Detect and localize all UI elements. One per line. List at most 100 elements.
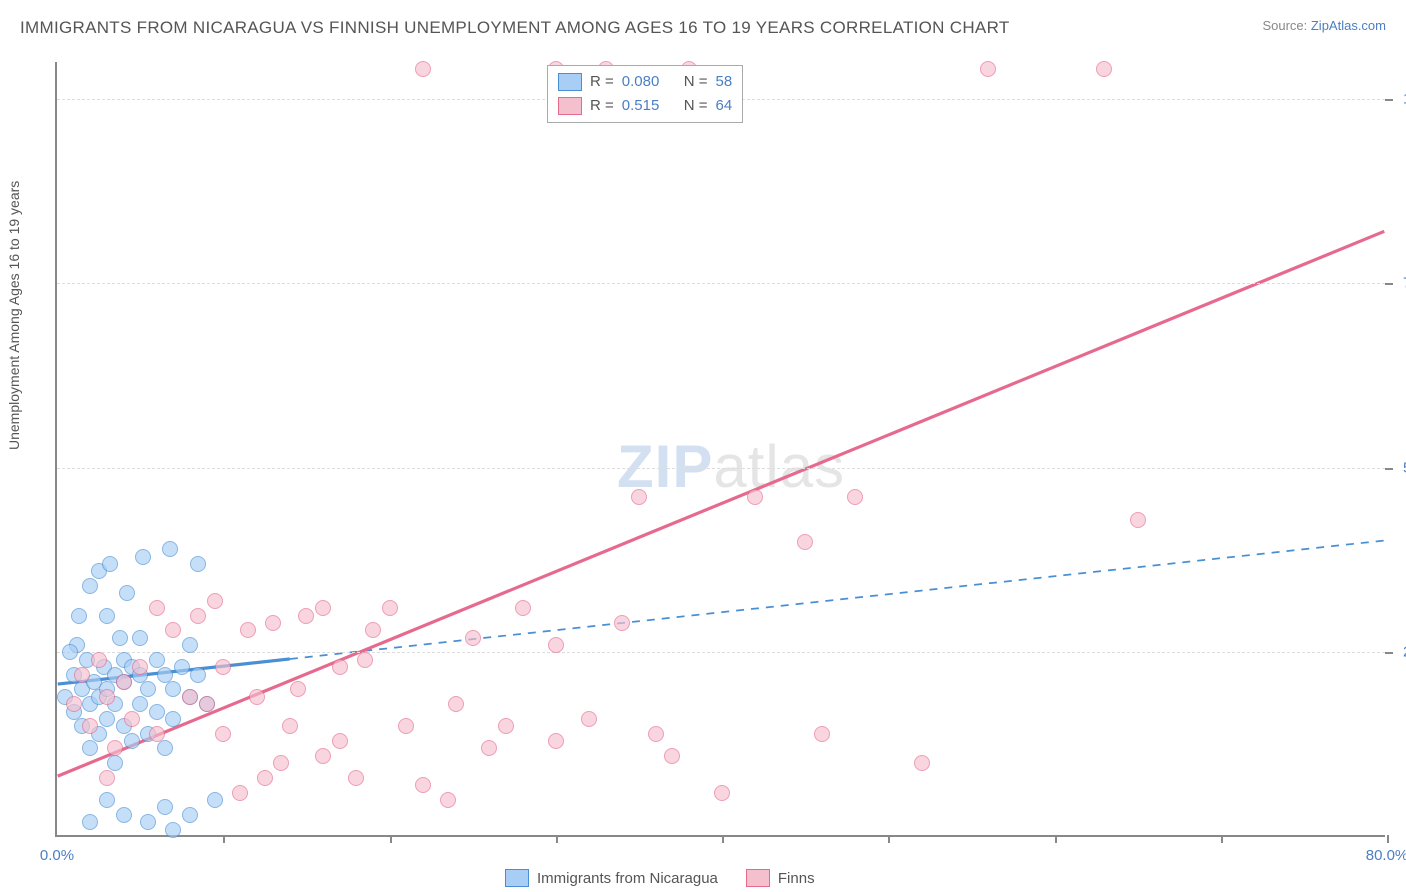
legend-label: Finns bbox=[778, 870, 815, 887]
trend-line-dashed bbox=[290, 541, 1384, 659]
chart-title: IMMIGRANTS FROM NICARAGUA VS FINNISH UNE… bbox=[20, 18, 1010, 38]
data-point bbox=[99, 689, 115, 705]
data-point bbox=[66, 696, 82, 712]
stat-n-label: N = bbox=[684, 70, 708, 94]
data-point bbox=[116, 674, 132, 690]
data-point bbox=[481, 740, 497, 756]
data-point bbox=[124, 733, 140, 749]
data-point bbox=[182, 807, 198, 823]
data-point bbox=[315, 600, 331, 616]
legend-item: Finns bbox=[746, 869, 815, 887]
x-tick bbox=[1387, 835, 1389, 843]
data-point bbox=[631, 489, 647, 505]
stat-n-value: 64 bbox=[716, 94, 733, 118]
data-point bbox=[162, 541, 178, 557]
data-point bbox=[465, 630, 481, 646]
data-point bbox=[215, 726, 231, 742]
data-point bbox=[265, 615, 281, 631]
data-point bbox=[82, 814, 98, 830]
y-axis-title: Unemployment Among Ages 16 to 19 years bbox=[6, 181, 22, 450]
x-tick bbox=[722, 835, 724, 843]
data-point bbox=[182, 637, 198, 653]
x-tick bbox=[888, 835, 890, 843]
data-point bbox=[581, 711, 597, 727]
data-point bbox=[315, 748, 331, 764]
data-point bbox=[62, 644, 78, 660]
data-point bbox=[515, 600, 531, 616]
data-point bbox=[914, 755, 930, 771]
data-point bbox=[215, 659, 231, 675]
data-point bbox=[149, 600, 165, 616]
data-point bbox=[71, 608, 87, 624]
data-point bbox=[102, 556, 118, 572]
data-point bbox=[1096, 61, 1112, 77]
data-point bbox=[298, 608, 314, 624]
data-point bbox=[348, 770, 364, 786]
data-point bbox=[232, 785, 248, 801]
x-tick bbox=[1221, 835, 1223, 843]
data-point bbox=[140, 814, 156, 830]
data-point bbox=[415, 777, 431, 793]
data-point bbox=[91, 652, 107, 668]
data-point bbox=[149, 726, 165, 742]
stat-r-value: 0.515 bbox=[622, 94, 676, 118]
legend-item: Immigrants from Nicaragua bbox=[505, 869, 718, 887]
stat-r-label: R = bbox=[590, 70, 614, 94]
data-point bbox=[165, 622, 181, 638]
trend-lines-layer bbox=[57, 62, 1385, 835]
data-point bbox=[157, 740, 173, 756]
data-point bbox=[99, 608, 115, 624]
data-point bbox=[107, 755, 123, 771]
x-tick-label: 0.0% bbox=[40, 847, 74, 864]
data-point bbox=[182, 689, 198, 705]
correlation-legend: R =0.080N =58R =0.515N =64 bbox=[547, 65, 743, 123]
data-point bbox=[157, 799, 173, 815]
data-point bbox=[190, 556, 206, 572]
data-point bbox=[149, 704, 165, 720]
x-tick bbox=[556, 835, 558, 843]
data-point bbox=[99, 770, 115, 786]
data-point bbox=[116, 807, 132, 823]
data-point bbox=[132, 696, 148, 712]
data-point bbox=[119, 585, 135, 601]
data-point bbox=[398, 718, 414, 734]
data-point bbox=[448, 696, 464, 712]
data-point bbox=[165, 711, 181, 727]
grid-line bbox=[57, 283, 1385, 284]
data-point bbox=[415, 61, 431, 77]
stat-n-value: 58 bbox=[716, 70, 733, 94]
data-point bbox=[747, 489, 763, 505]
data-point bbox=[190, 608, 206, 624]
data-point bbox=[440, 792, 456, 808]
y-tick bbox=[1385, 283, 1393, 285]
legend-stat-row: R =0.515N =64 bbox=[558, 94, 732, 118]
data-point bbox=[382, 600, 398, 616]
data-point bbox=[112, 630, 128, 646]
data-point bbox=[99, 711, 115, 727]
grid-line bbox=[57, 652, 1385, 653]
data-point bbox=[74, 667, 90, 683]
data-point bbox=[614, 615, 630, 631]
legend-stat-row: R =0.080N =58 bbox=[558, 70, 732, 94]
data-point bbox=[814, 726, 830, 742]
data-point bbox=[282, 718, 298, 734]
data-point bbox=[124, 711, 140, 727]
source-link[interactable]: ZipAtlas.com bbox=[1311, 18, 1386, 33]
data-point bbox=[847, 489, 863, 505]
data-point bbox=[365, 622, 381, 638]
data-point bbox=[797, 534, 813, 550]
data-point bbox=[664, 748, 680, 764]
data-point bbox=[257, 770, 273, 786]
data-point bbox=[135, 549, 151, 565]
x-tick bbox=[390, 835, 392, 843]
data-point bbox=[548, 637, 564, 653]
data-point bbox=[99, 792, 115, 808]
data-point bbox=[132, 630, 148, 646]
data-point bbox=[332, 659, 348, 675]
source-prefix: Source: bbox=[1262, 18, 1310, 33]
data-point bbox=[82, 718, 98, 734]
data-point bbox=[290, 681, 306, 697]
legend-swatch bbox=[558, 73, 582, 91]
y-tick bbox=[1385, 99, 1393, 101]
series-legend: Immigrants from Nicaragua Finns bbox=[505, 869, 815, 887]
